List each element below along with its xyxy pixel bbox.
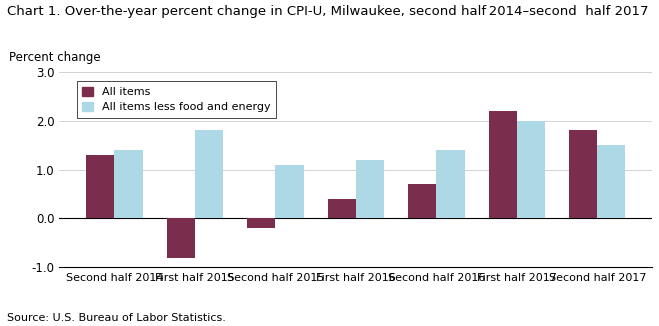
Bar xyxy=(569,130,597,218)
Bar xyxy=(436,150,465,218)
Bar xyxy=(247,218,275,228)
Text: Percent change: Percent change xyxy=(9,51,101,64)
Bar xyxy=(167,218,195,258)
Bar xyxy=(597,145,625,218)
Bar xyxy=(115,150,142,218)
Bar xyxy=(86,155,115,218)
Bar xyxy=(328,199,356,218)
Bar xyxy=(517,121,545,218)
Bar xyxy=(356,160,384,218)
Bar xyxy=(488,111,517,218)
Legend: All items, All items less food and energy: All items, All items less food and energ… xyxy=(76,81,277,118)
Bar xyxy=(408,184,436,218)
Text: Source: U.S. Bureau of Labor Statistics.: Source: U.S. Bureau of Labor Statistics. xyxy=(7,313,225,323)
Text: Chart 1. Over-the-year percent change in CPI-U, Milwaukee, second half 2014–seco: Chart 1. Over-the-year percent change in… xyxy=(7,5,648,18)
Bar xyxy=(275,165,304,218)
Bar xyxy=(195,130,223,218)
